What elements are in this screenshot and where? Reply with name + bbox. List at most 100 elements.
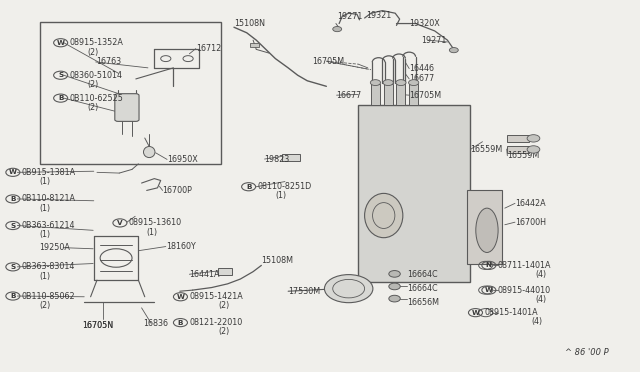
Text: 08360-51014: 08360-51014 <box>70 71 123 80</box>
Text: S: S <box>58 72 63 78</box>
Text: 16705M: 16705M <box>312 57 344 66</box>
Bar <box>250 43 259 47</box>
Text: (1): (1) <box>40 230 51 239</box>
Text: (1): (1) <box>147 228 158 237</box>
Text: 08915-1421A: 08915-1421A <box>189 292 243 301</box>
Text: 08110-8251D: 08110-8251D <box>257 182 312 191</box>
Text: 19321: 19321 <box>367 10 392 20</box>
Text: 16664C: 16664C <box>407 284 438 293</box>
Text: W: W <box>485 287 493 293</box>
Text: 19250A: 19250A <box>40 243 70 252</box>
Text: (1): (1) <box>40 177 51 186</box>
Text: (2): (2) <box>218 327 229 336</box>
Text: 08121-22010: 08121-22010 <box>189 318 243 327</box>
Circle shape <box>383 80 394 86</box>
Bar <box>40 22 221 164</box>
Text: N: N <box>486 262 492 268</box>
Text: S: S <box>10 222 15 228</box>
Text: 19271: 19271 <box>420 36 446 45</box>
Text: 16705N: 16705N <box>83 321 113 330</box>
Bar <box>384 84 393 105</box>
Text: 16677: 16677 <box>409 74 435 83</box>
Text: (2): (2) <box>88 103 99 112</box>
Text: 16442A: 16442A <box>515 199 546 208</box>
Text: 16664C: 16664C <box>407 270 438 279</box>
Text: 0B915-1381A: 0B915-1381A <box>22 168 76 177</box>
Circle shape <box>527 146 540 153</box>
Text: 08915-1352A: 08915-1352A <box>70 38 124 47</box>
Text: 08915-1401A: 08915-1401A <box>484 308 538 317</box>
Text: 16705M: 16705M <box>409 91 442 100</box>
Text: (4): (4) <box>532 317 543 326</box>
Text: 08915-44010: 08915-44010 <box>498 286 551 295</box>
Text: B: B <box>10 293 15 299</box>
Text: 16677: 16677 <box>337 91 362 100</box>
Circle shape <box>449 48 458 53</box>
Text: (1): (1) <box>40 272 51 280</box>
Text: W: W <box>177 294 184 300</box>
Text: B: B <box>246 184 252 190</box>
Text: 16763: 16763 <box>96 57 121 67</box>
Text: 0B110-62525: 0B110-62525 <box>70 94 124 103</box>
Text: (4): (4) <box>536 270 547 279</box>
Text: 16700P: 16700P <box>163 186 193 195</box>
Circle shape <box>333 26 342 32</box>
Text: 16441A: 16441A <box>189 270 220 279</box>
Text: 16700H: 16700H <box>515 218 546 227</box>
Ellipse shape <box>365 193 403 238</box>
Text: 0B110-85062: 0B110-85062 <box>22 292 76 301</box>
Text: V: V <box>117 220 123 226</box>
Bar <box>218 268 232 275</box>
Ellipse shape <box>476 208 498 253</box>
Text: S: S <box>10 264 15 270</box>
FancyBboxPatch shape <box>115 94 139 121</box>
Bar <box>282 154 300 161</box>
Text: (4): (4) <box>536 295 547 304</box>
Bar <box>507 146 529 153</box>
Text: (2): (2) <box>218 301 229 311</box>
Text: 16950X: 16950X <box>167 155 198 164</box>
Text: W: W <box>57 40 65 46</box>
Bar <box>409 84 418 105</box>
Text: (2): (2) <box>88 48 99 57</box>
Text: 16559M: 16559M <box>508 151 540 160</box>
Circle shape <box>396 80 406 86</box>
Text: (2): (2) <box>40 301 51 310</box>
Text: W: W <box>9 169 17 175</box>
Bar <box>371 84 380 105</box>
Text: 16712: 16712 <box>196 44 221 53</box>
Text: (1): (1) <box>275 192 287 201</box>
Text: 18160Y: 18160Y <box>166 242 196 251</box>
Circle shape <box>527 135 540 142</box>
Ellipse shape <box>143 147 155 158</box>
Text: 16836: 16836 <box>143 319 168 328</box>
Text: 16656M: 16656M <box>407 298 439 307</box>
Text: 16446: 16446 <box>409 64 434 73</box>
Text: 0B363-61214: 0B363-61214 <box>22 221 76 230</box>
Text: B: B <box>178 320 183 326</box>
Text: 0B110-8121A: 0B110-8121A <box>22 195 76 203</box>
Circle shape <box>408 80 419 86</box>
Text: B: B <box>58 95 63 101</box>
Text: 17530M: 17530M <box>288 287 320 296</box>
Text: B: B <box>10 196 15 202</box>
Text: 16705N: 16705N <box>83 321 113 330</box>
Circle shape <box>324 275 373 303</box>
Circle shape <box>389 270 400 277</box>
Circle shape <box>389 295 400 302</box>
Text: (2): (2) <box>88 80 99 89</box>
Text: 19271: 19271 <box>337 12 363 21</box>
Text: 0B363-83014: 0B363-83014 <box>22 262 75 271</box>
Bar <box>467 190 502 263</box>
Text: W: W <box>472 310 479 316</box>
Text: 08915-13610: 08915-13610 <box>129 218 182 227</box>
Text: 19823: 19823 <box>264 154 290 164</box>
Bar <box>507 135 529 142</box>
Text: 19320X: 19320X <box>409 19 440 28</box>
Text: 15108M: 15108M <box>261 256 293 266</box>
Text: 15108N: 15108N <box>234 19 265 28</box>
Text: 08711-1401A: 08711-1401A <box>498 261 551 270</box>
Circle shape <box>371 80 381 86</box>
Circle shape <box>389 283 400 290</box>
Bar <box>396 84 405 105</box>
